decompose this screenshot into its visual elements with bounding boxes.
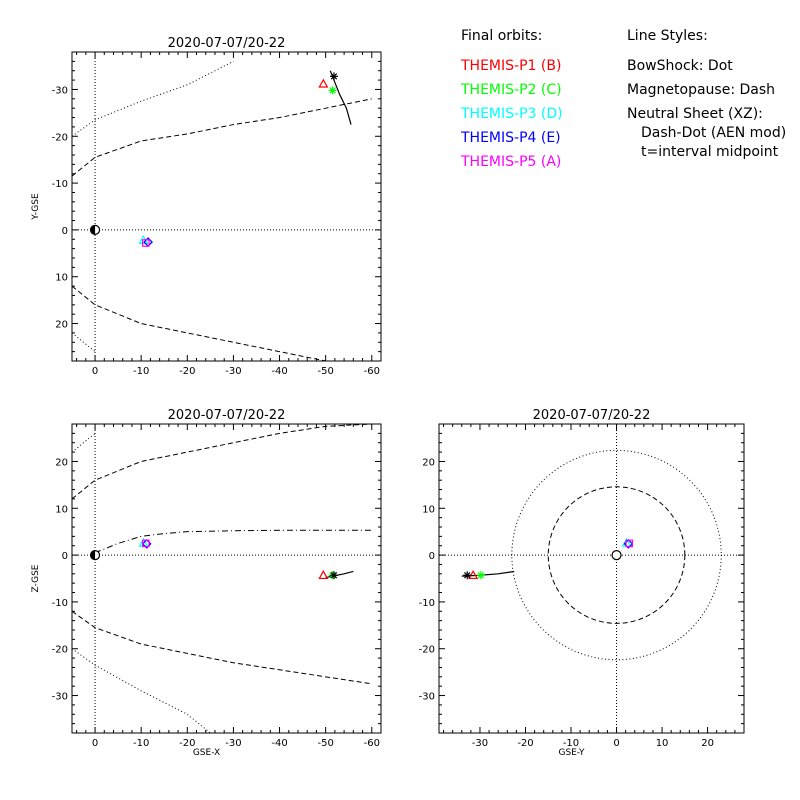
x-tick-label: -20 bbox=[179, 366, 195, 377]
x-tick-label: 20 bbox=[701, 738, 714, 749]
panel-yz: 2020-07-07/20-22 -30 -20 -10 0 10 20 -30 -20 -10 0… bbox=[419, 408, 745, 758]
panel-xz: 2020-07-07/20-22 0 -10 -20 -30 -40 -50 -60 -30 -2… bbox=[31, 408, 382, 758]
x-tick-label: -40 bbox=[271, 366, 287, 377]
plot-frame bbox=[438, 423, 745, 734]
y-axis-label: Y-GSE bbox=[31, 193, 41, 221]
orbit-track bbox=[329, 70, 352, 125]
bow-shock-curve-lower bbox=[72, 648, 211, 733]
magnetopause-curve-upper bbox=[72, 98, 372, 177]
legend-orbits-title: Final orbits: bbox=[461, 28, 542, 44]
y-tick-label: 20 bbox=[55, 320, 68, 331]
x-axis-label: GSE-X bbox=[193, 748, 220, 758]
probe-marker-p5 bbox=[141, 239, 150, 247]
probe-marker-p2 bbox=[476, 571, 485, 580]
y-tick-label: 20 bbox=[55, 457, 68, 468]
legend-probe-p4: THEMIS-P4 (E) bbox=[460, 130, 561, 146]
plot-title: 2020-07-07/20-22 bbox=[168, 408, 286, 423]
x-tick-label: 10 bbox=[656, 738, 669, 749]
probe-marker-p1 bbox=[318, 569, 329, 580]
bow-shock-curve-lower bbox=[72, 332, 96, 353]
probe-marker-p2 bbox=[328, 86, 337, 95]
legend-style-bowshock: BowShock: Dot bbox=[627, 58, 733, 74]
y-tick-label: -20 bbox=[52, 645, 68, 656]
magnetopause-circle bbox=[547, 486, 686, 624]
probe-marker-p5 bbox=[625, 539, 634, 548]
x-tick-label: -30 bbox=[225, 366, 241, 377]
y-tick-label: -10 bbox=[52, 179, 68, 190]
x-tick-label: 0 bbox=[613, 738, 619, 749]
x-tick-label: -50 bbox=[317, 738, 333, 749]
x-tick-label: -20 bbox=[179, 738, 195, 749]
y-tick-label: -10 bbox=[419, 598, 435, 609]
probe-marker-p1-end bbox=[463, 571, 472, 580]
y-tick-label: 20 bbox=[422, 457, 435, 468]
legend-style-neutral-sheet: Neutral Sheet (XZ): bbox=[627, 106, 763, 122]
x-tick-label: 0 bbox=[92, 738, 98, 749]
magnetopause-curve-lower bbox=[72, 610, 372, 685]
y-tick-label: 10 bbox=[422, 504, 435, 515]
bow-shock-circle bbox=[511, 449, 722, 661]
probe-marker-p1 bbox=[318, 78, 329, 88]
earth-night-side bbox=[90, 225, 96, 235]
neutral-sheet-curve bbox=[94, 529, 372, 554]
plot-area bbox=[72, 52, 381, 361]
earth-night-side bbox=[90, 550, 96, 560]
legend-style-magnetopause: Magnetopause: Dash bbox=[627, 82, 775, 98]
x-tick-label: 0 bbox=[92, 366, 98, 377]
earth-marker bbox=[611, 549, 622, 561]
bow-shock-curve-upper bbox=[72, 432, 96, 453]
y-tick-label: 10 bbox=[55, 504, 68, 515]
probe-marker-p1-end bbox=[329, 72, 338, 81]
plot-area bbox=[72, 424, 381, 733]
plot-title: 2020-07-07/20-22 bbox=[168, 36, 286, 51]
orbit-track bbox=[325, 570, 354, 579]
x-tick-label: -10 bbox=[563, 738, 579, 749]
y-axis-label: Z-GSE bbox=[31, 564, 41, 592]
y-tick-label: -30 bbox=[419, 692, 435, 703]
y-tick-label: -30 bbox=[52, 85, 68, 96]
legend-style-dashdot: Dash-Dot (AEN mod) bbox=[641, 125, 786, 141]
plot-frame bbox=[71, 51, 382, 362]
x-tick-label: -40 bbox=[271, 738, 287, 749]
legend-styles-title: Line Styles: bbox=[627, 28, 708, 44]
legend-style-midpoint: t=interval midpoint bbox=[641, 144, 779, 160]
legend-probe-p5: THEMIS-P5 (A) bbox=[460, 154, 561, 170]
y-tick-label: -20 bbox=[419, 645, 435, 656]
probe-marker-p1-end bbox=[329, 571, 338, 580]
y-tick-label: -10 bbox=[52, 598, 68, 609]
y-tick-label: -30 bbox=[52, 692, 68, 703]
plot-frame bbox=[71, 423, 382, 734]
plot-title: 2020-07-07/20-22 bbox=[533, 408, 651, 423]
x-tick-label: -60 bbox=[364, 366, 380, 377]
probe-marker-p5 bbox=[141, 539, 150, 548]
y-tick-label: 0 bbox=[62, 226, 68, 237]
panel-xy: 2020-07-07/20-22 0 -10 -20 -30 -40 -50 -60 -30 -2… bbox=[31, 36, 382, 377]
legend: Final orbits: THEMIS-P1 (B) THEMIS-P2 (C… bbox=[460, 28, 786, 170]
legend-probe-p2: THEMIS-P2 (C) bbox=[460, 82, 562, 98]
y-tick-label: 0 bbox=[62, 551, 68, 562]
magnetopause-curve-lower bbox=[72, 285, 326, 361]
y-tick-label: -20 bbox=[52, 132, 68, 143]
y-tick-label: 0 bbox=[429, 551, 435, 562]
y-tick-label: 10 bbox=[55, 273, 68, 284]
magnetopause-curve-upper bbox=[72, 424, 372, 500]
bow-shock-curve bbox=[72, 60, 234, 137]
x-tick-label: -30 bbox=[225, 738, 241, 749]
x-tick-label: -30 bbox=[472, 738, 488, 749]
legend-probe-p3: THEMIS-P3 (D) bbox=[460, 106, 563, 122]
legend-probe-p1: THEMIS-P1 (B) bbox=[460, 58, 561, 74]
x-tick-label: -10 bbox=[133, 366, 149, 377]
x-axis-label: GSE-Y bbox=[558, 748, 585, 758]
x-tick-label: -60 bbox=[364, 738, 380, 749]
plot-area bbox=[439, 424, 744, 733]
x-tick-label: -10 bbox=[133, 738, 149, 749]
x-tick-label: -20 bbox=[517, 738, 533, 749]
x-tick-label: -50 bbox=[317, 366, 333, 377]
